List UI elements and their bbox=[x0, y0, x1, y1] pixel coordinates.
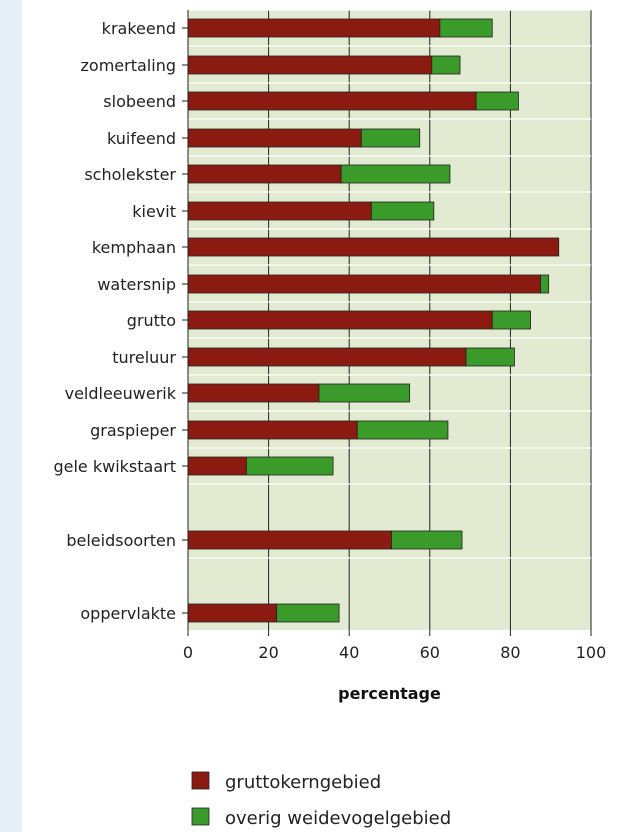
x-axis-title: percentage bbox=[338, 684, 441, 703]
gridlines bbox=[187, 9, 592, 630]
x-tick-label: 60 bbox=[420, 643, 440, 662]
category-label: kievit bbox=[132, 202, 176, 221]
bar-zomertaling-series-1 bbox=[187, 55, 433, 75]
category-label: veldleeuwerik bbox=[65, 384, 177, 403]
bar-zomertaling-series-2 bbox=[431, 55, 461, 75]
bar-veldleeuwerik-series-1 bbox=[187, 383, 320, 403]
legend-swatch bbox=[191, 807, 210, 826]
bar-beleidsoorten-series-1 bbox=[187, 530, 392, 550]
category-label: kemphaan bbox=[92, 238, 176, 257]
category-label: kuifeend bbox=[107, 129, 176, 148]
bar-oppervlakte-series-1 bbox=[187, 603, 278, 623]
category-labels: krakeend zomertaling slobeend kuifeend schol… bbox=[53, 19, 188, 623]
bar-kievit-series-2 bbox=[370, 201, 435, 221]
bar-kievit-series-1 bbox=[187, 201, 372, 221]
bar-watersnip-series-2 bbox=[540, 274, 550, 294]
bar-oppervlakte-series-2 bbox=[276, 603, 340, 623]
bar-graspieper-series-1 bbox=[187, 420, 358, 440]
bar-slobeend-series-1 bbox=[187, 91, 477, 111]
bar-tureluur-series-1 bbox=[187, 347, 467, 367]
bar-beleidsoorten-series-2 bbox=[391, 530, 463, 550]
bar-tureluur-series-2 bbox=[465, 347, 515, 367]
bar-kemphaan-series-1 bbox=[187, 237, 560, 257]
category-label: oppervlakte bbox=[80, 604, 176, 623]
category-label: gele kwikstaart bbox=[53, 457, 176, 476]
category-label: zomertaling bbox=[81, 56, 176, 75]
bar-kuifeend-series-2 bbox=[360, 128, 421, 148]
bar-graspieper-series-2 bbox=[356, 420, 449, 440]
bar-veldleeuwerik-series-2 bbox=[318, 383, 411, 403]
legend-label: overig weidevogelgebied bbox=[225, 808, 451, 829]
bar-grutto-series-1 bbox=[187, 310, 493, 330]
plot-area bbox=[187, 9, 592, 630]
bar-krakeend-series-2 bbox=[439, 18, 493, 38]
x-tick-labels: 0 20 40 60 80 100 bbox=[183, 630, 606, 662]
category-label: slobeend bbox=[103, 92, 176, 111]
x-tick-label: 0 bbox=[183, 643, 193, 662]
category-label: krakeend bbox=[102, 19, 176, 38]
bar-krakeend-series-1 bbox=[187, 18, 441, 38]
bar-slobeend-series-2 bbox=[475, 91, 519, 111]
bar-watersnip-series-1 bbox=[187, 274, 542, 294]
bar-grutto-series-2 bbox=[491, 310, 531, 330]
legend-label: gruttokerngebied bbox=[225, 772, 381, 793]
category-label: graspieper bbox=[90, 421, 176, 440]
category-label: beleidsoorten bbox=[66, 531, 176, 550]
bars bbox=[187, 18, 560, 623]
x-tick-label: 40 bbox=[339, 643, 359, 662]
bar-kuifeend-series-1 bbox=[187, 128, 362, 148]
category-label: tureluur bbox=[112, 348, 176, 367]
category-label: scholekster bbox=[84, 165, 176, 184]
legend-swatch bbox=[191, 771, 210, 790]
bar-gele-kwikstaart-series-1 bbox=[187, 456, 247, 476]
bar-scholekster-series-2 bbox=[340, 164, 451, 184]
chart-panel: krakeend zomertaling slobeend kuifeend schol… bbox=[22, 0, 644, 832]
legend: gruttokerngebied overig weidevogelgebied bbox=[191, 771, 451, 829]
category-label: watersnip bbox=[97, 275, 176, 294]
category-label: grutto bbox=[127, 311, 176, 330]
x-tick-label: 100 bbox=[576, 643, 607, 662]
bar-scholekster-series-1 bbox=[187, 164, 342, 184]
bar-gele-kwikstaart-series-2 bbox=[246, 456, 334, 476]
chart: krakeend zomertaling slobeend kuifeend schol… bbox=[53, 9, 606, 829]
x-tick-label: 20 bbox=[258, 643, 278, 662]
x-tick-label: 80 bbox=[500, 643, 520, 662]
